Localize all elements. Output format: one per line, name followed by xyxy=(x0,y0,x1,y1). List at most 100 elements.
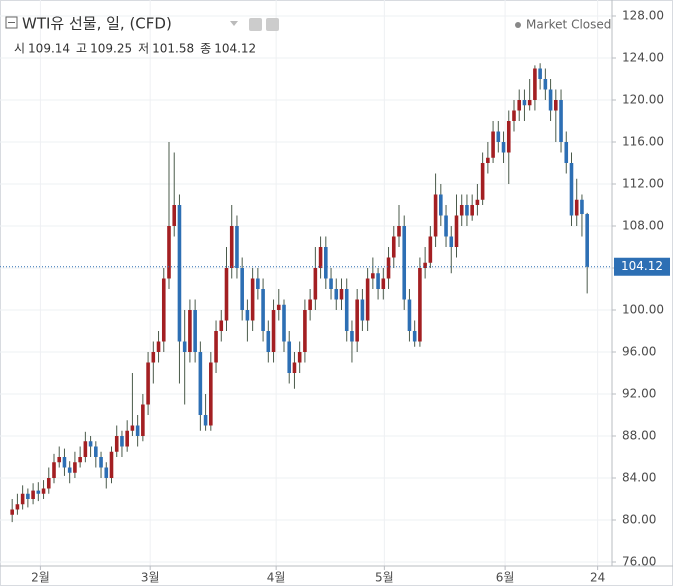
candle-body xyxy=(454,215,459,247)
candle-body xyxy=(167,226,171,279)
candle-body xyxy=(62,457,67,468)
y-tick-label: 112.00 xyxy=(622,177,664,191)
candle-body xyxy=(428,236,433,263)
candle-body xyxy=(297,352,302,363)
candle-body xyxy=(554,100,558,111)
candle-body xyxy=(26,493,30,499)
candle-body xyxy=(449,236,454,247)
ohlc-label: 종 xyxy=(200,42,211,56)
candle-body xyxy=(177,205,182,342)
x-tick-label: 2월 xyxy=(31,571,50,585)
chart-title: WTI유 선물, 일, (CFD) xyxy=(22,15,172,33)
candle-body xyxy=(219,320,224,331)
candle-body xyxy=(31,490,35,499)
candle-body xyxy=(120,436,124,447)
candle-body xyxy=(465,205,469,216)
candle-body xyxy=(533,68,537,100)
candle-body xyxy=(193,310,197,352)
candle-body xyxy=(135,425,140,436)
x-tick-label: 24 xyxy=(590,571,605,585)
y-tick-label: 124.00 xyxy=(622,51,664,65)
candle-body xyxy=(506,121,511,153)
last-price-label: 104.12 xyxy=(621,259,663,273)
candle-body xyxy=(517,100,522,111)
candle-body xyxy=(423,262,427,268)
x-tick-label: 3월 xyxy=(141,571,160,585)
candle-body xyxy=(130,425,135,431)
candle-body xyxy=(386,257,391,279)
candle-body xyxy=(73,462,77,473)
candle-body xyxy=(548,89,553,111)
candle-body xyxy=(261,289,265,331)
candle-body xyxy=(151,352,156,363)
candle-body xyxy=(397,226,401,237)
candle-body xyxy=(371,273,375,279)
collapse-icon[interactable] xyxy=(5,16,18,29)
candle-body xyxy=(324,247,328,279)
y-tick-label: 128.00 xyxy=(622,9,664,23)
y-tick-label: 92.00 xyxy=(622,387,656,401)
candle-body xyxy=(292,362,297,373)
y-tick-label: 84.00 xyxy=(622,471,656,485)
y-tick-label: 108.00 xyxy=(622,219,664,233)
candle-body xyxy=(141,404,145,436)
candle-body xyxy=(41,488,46,494)
y-tick-label: 80.00 xyxy=(622,513,656,527)
ohlc-value: 109.25 xyxy=(90,42,132,56)
gear-icon[interactable] xyxy=(266,18,279,31)
candle-body xyxy=(271,310,276,352)
candle-body xyxy=(527,100,532,106)
candle-body xyxy=(334,289,339,300)
candle-body xyxy=(10,509,14,515)
candle-body xyxy=(418,268,422,342)
candle-body xyxy=(161,278,166,342)
candle-body xyxy=(339,289,344,300)
candle-body xyxy=(433,194,438,237)
candle-body xyxy=(172,205,177,226)
candle-body xyxy=(444,215,448,237)
candle-body xyxy=(266,331,271,352)
ohlc-label: 시 xyxy=(14,42,25,56)
candle-body xyxy=(459,205,464,216)
candle-body xyxy=(365,278,370,321)
settings-icon[interactable] xyxy=(249,18,262,31)
y-tick-label: 100.00 xyxy=(622,303,664,317)
candle-body xyxy=(391,236,396,258)
candle-body xyxy=(114,436,119,452)
dropdown-arrow[interactable] xyxy=(230,21,238,26)
candle-body xyxy=(15,504,20,510)
candle-body xyxy=(308,299,312,310)
ohlc-value: 104.12 xyxy=(214,42,256,56)
candle-body xyxy=(574,199,579,216)
candle-body xyxy=(235,226,239,268)
candle-body xyxy=(20,493,25,505)
y-tick-label: 116.00 xyxy=(622,135,664,149)
candle-body xyxy=(491,131,495,158)
candle-body xyxy=(78,457,82,463)
candle-body xyxy=(146,362,150,405)
y-tick-label: 88.00 xyxy=(622,429,656,443)
candle-body xyxy=(344,289,349,331)
candle-body xyxy=(470,205,474,216)
candle-body xyxy=(475,199,480,205)
candle-body xyxy=(287,341,292,373)
candle-body xyxy=(580,199,584,215)
candle-body xyxy=(36,490,41,494)
candle-body xyxy=(188,310,192,352)
candle-body xyxy=(329,278,333,289)
x-tick-label: 4월 xyxy=(267,571,286,585)
candle-body xyxy=(569,163,574,216)
candle-body xyxy=(182,341,187,352)
candle-body xyxy=(559,100,563,142)
y-tick-label: 96.00 xyxy=(622,345,656,359)
candle-body xyxy=(214,331,218,363)
ohlc-value: 109.14 xyxy=(28,42,70,56)
candle-body xyxy=(376,273,380,289)
candle-body xyxy=(52,462,56,478)
candle-body xyxy=(109,451,114,478)
candle-body xyxy=(46,478,51,489)
candle-body xyxy=(350,331,354,342)
candle-body xyxy=(439,194,443,216)
ohlc-label: 고 xyxy=(76,42,87,56)
x-tick-label: 5월 xyxy=(375,571,394,585)
